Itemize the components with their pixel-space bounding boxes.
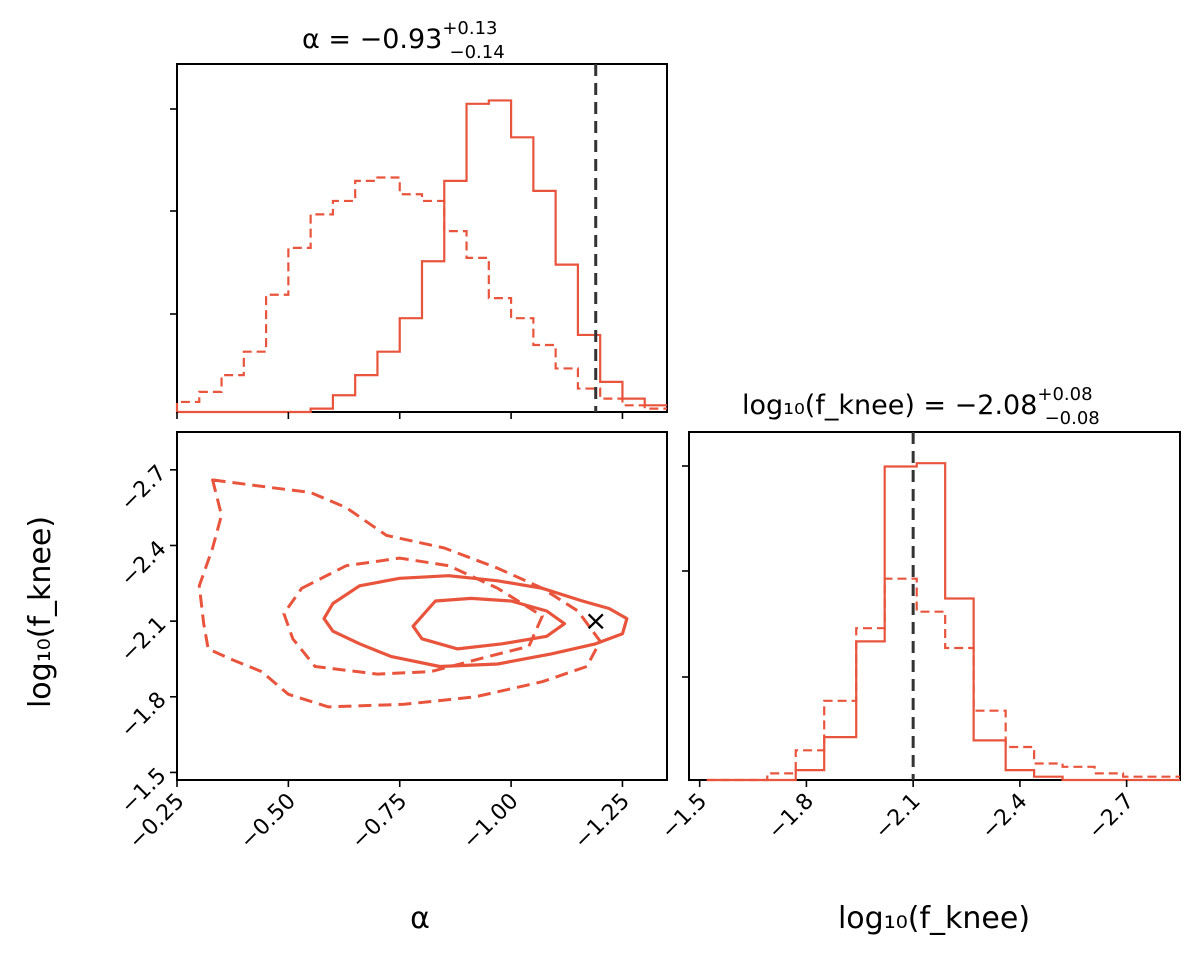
fknee-hist-solid bbox=[706, 462, 1180, 782]
joint-contour-frame bbox=[176, 431, 668, 781]
x-tick-label-alpha: −1.00 bbox=[458, 789, 523, 854]
x-axis-label-alpha: α bbox=[410, 901, 430, 936]
contour-solid-level-1 bbox=[322, 574, 629, 669]
fknee-title-sub: −0.08 bbox=[1045, 408, 1100, 429]
alpha-histogram-title: α = −0.93+0.13 −0.14 bbox=[302, 18, 505, 63]
y-tick-label: −2.7 bbox=[116, 461, 171, 516]
contour-dashed-level-2 bbox=[282, 556, 544, 676]
fknee-title-label: log₁₀(f_knee) = −2.08 bbox=[742, 390, 1037, 421]
x-tick-label-alpha: −0.75 bbox=[347, 789, 412, 854]
y-tick-label: −2.4 bbox=[116, 536, 171, 591]
fknee-title-sup: +0.08 bbox=[1037, 384, 1092, 405]
contour-dashed-level-1 bbox=[197, 478, 602, 709]
alpha-hist-solid bbox=[177, 99, 667, 414]
x-tick-label-fknee: −2.7 bbox=[1084, 789, 1139, 844]
fknee-histogram-frame bbox=[688, 431, 1181, 781]
joint-contour-panel: × −2.7−2.4−2.1−1.8−1.5 −0.25 −0.50 −0.75 −1… bbox=[23, 431, 668, 936]
alpha-title-sup: +0.13 bbox=[442, 18, 497, 39]
x-tick-label-fknee: −2.1 bbox=[870, 789, 925, 844]
alpha-title-label: α = −0.93 bbox=[302, 24, 442, 55]
x-tick-label-alpha: −0.50 bbox=[235, 789, 300, 854]
x-tick-label-fknee: −1.8 bbox=[763, 789, 818, 844]
fknee-histogram-title: log₁₀(f_knee) = −2.08+0.08 −0.08 bbox=[742, 384, 1100, 429]
alpha-histogram-panel: α = −0.93+0.13 −0.14 bbox=[170, 18, 668, 419]
x-axis-label-fknee: log₁₀(f_knee) bbox=[838, 901, 1030, 936]
y-tick-label: −2.1 bbox=[116, 612, 171, 667]
truth-marker: × bbox=[584, 604, 607, 637]
y-axis-label: log₁₀(f_knee) bbox=[23, 516, 58, 708]
x-tick-label-fknee: −1.5 bbox=[657, 789, 712, 844]
fknee-hist-dashed bbox=[706, 577, 1180, 782]
x-tick-label-fknee: −2.4 bbox=[977, 789, 1032, 844]
alpha-hist-dashed bbox=[175, 176, 667, 412]
fknee-histogram-panel: −1.5 −1.8 −2.1 −2.4 −2.7 log₁₀(f_knee) = −2.… bbox=[657, 384, 1181, 936]
x-tick-label-alpha: −1.25 bbox=[570, 789, 635, 854]
contour-solid-level-2 bbox=[411, 596, 567, 651]
y-tick-label: −1.8 bbox=[116, 688, 171, 743]
alpha-histogram-frame bbox=[176, 63, 668, 413]
alpha-title-sub: −0.14 bbox=[450, 42, 505, 63]
